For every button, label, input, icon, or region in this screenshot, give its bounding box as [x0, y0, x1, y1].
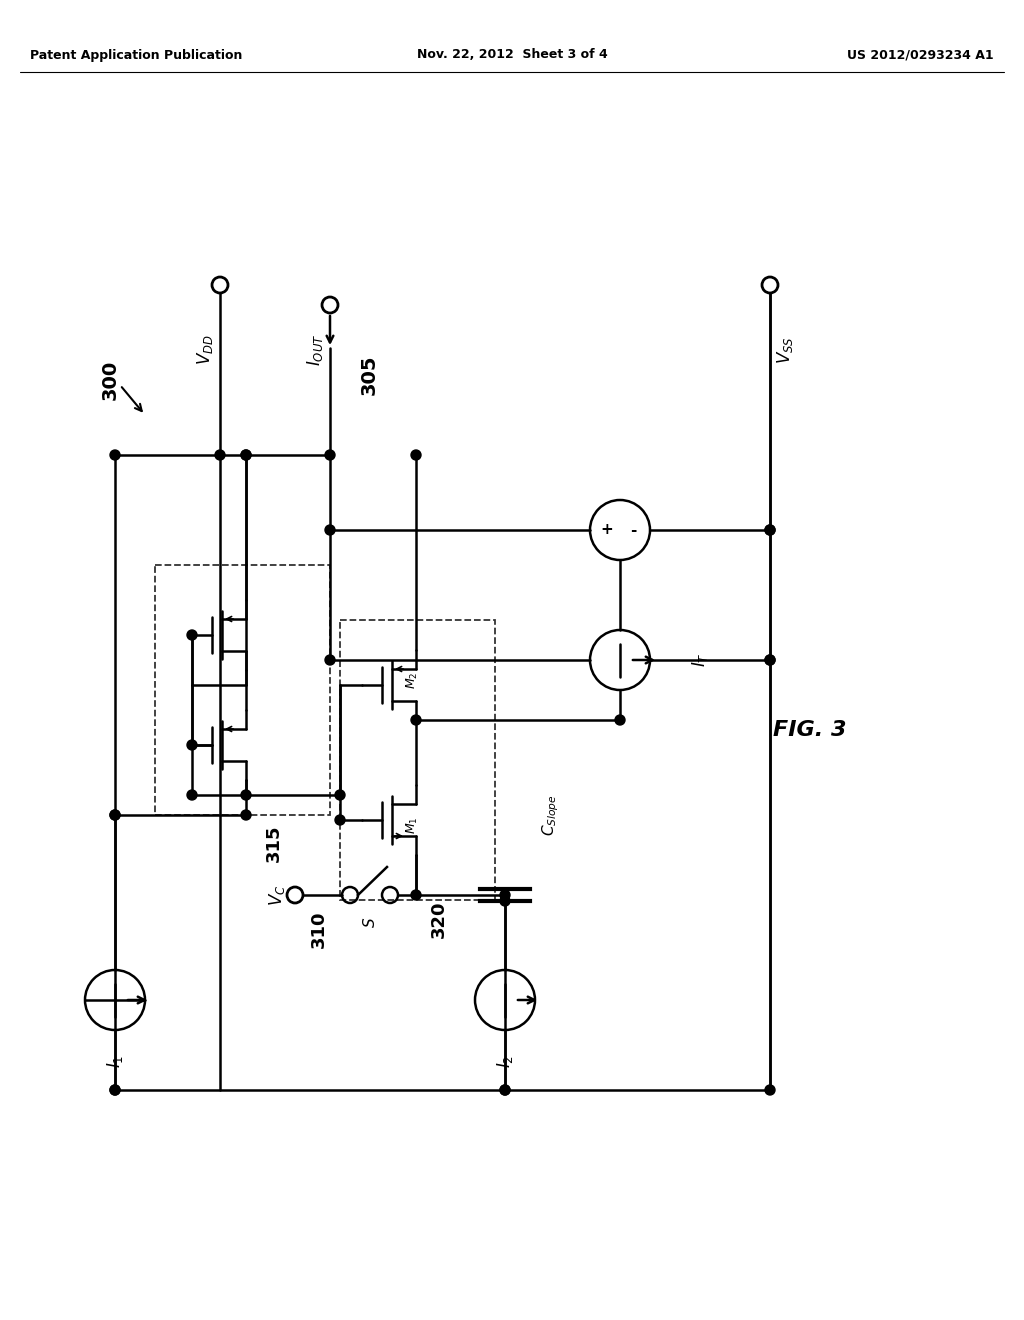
Text: 300: 300	[100, 360, 120, 400]
Circle shape	[411, 715, 421, 725]
Text: 315: 315	[265, 825, 283, 862]
Text: -: -	[631, 523, 637, 537]
Circle shape	[215, 450, 225, 459]
Text: $M_1$: $M_1$	[406, 816, 420, 834]
Circle shape	[325, 655, 335, 665]
Circle shape	[187, 630, 197, 640]
Circle shape	[241, 450, 251, 459]
Circle shape	[110, 810, 120, 820]
Circle shape	[241, 789, 251, 800]
Text: Nov. 22, 2012  Sheet 3 of 4: Nov. 22, 2012 Sheet 3 of 4	[417, 49, 607, 62]
Text: $I_T$: $I_T$	[690, 652, 710, 668]
Circle shape	[615, 715, 625, 725]
Text: $V_{SS}$: $V_{SS}$	[775, 337, 795, 364]
Circle shape	[765, 655, 775, 665]
Text: $V_C$: $V_C$	[267, 884, 287, 906]
Circle shape	[241, 810, 251, 820]
Circle shape	[411, 890, 421, 900]
Text: 310: 310	[310, 909, 328, 948]
Text: $I_2$: $I_2$	[495, 1055, 515, 1068]
Circle shape	[187, 741, 197, 750]
Text: $C_{Slope}$: $C_{Slope}$	[540, 795, 560, 836]
Circle shape	[335, 789, 345, 800]
Circle shape	[765, 655, 775, 665]
Circle shape	[187, 789, 197, 800]
Text: Patent Application Publication: Patent Application Publication	[30, 49, 243, 62]
Circle shape	[765, 525, 775, 535]
Circle shape	[500, 1085, 510, 1096]
Text: US 2012/0293234 A1: US 2012/0293234 A1	[848, 49, 994, 62]
Circle shape	[765, 525, 775, 535]
Circle shape	[110, 1085, 120, 1096]
Circle shape	[110, 810, 120, 820]
Text: $V_{DD}$: $V_{DD}$	[195, 335, 215, 366]
Circle shape	[325, 450, 335, 459]
Circle shape	[500, 1085, 510, 1096]
Circle shape	[765, 1085, 775, 1096]
Circle shape	[500, 890, 510, 900]
Text: +: +	[600, 523, 613, 537]
Text: $M_2$: $M_2$	[406, 672, 420, 689]
Circle shape	[335, 814, 345, 825]
Circle shape	[411, 450, 421, 459]
Circle shape	[500, 896, 510, 906]
Circle shape	[110, 1085, 120, 1096]
Text: 320: 320	[430, 900, 449, 937]
Text: FIG. 3: FIG. 3	[773, 719, 847, 741]
Circle shape	[325, 525, 335, 535]
Text: 305: 305	[360, 355, 379, 395]
Circle shape	[241, 450, 251, 459]
Text: S: S	[362, 917, 378, 927]
Text: $I_1$: $I_1$	[105, 1055, 125, 1068]
Text: $I_{OUT}$: $I_{OUT}$	[305, 334, 325, 366]
Circle shape	[110, 450, 120, 459]
